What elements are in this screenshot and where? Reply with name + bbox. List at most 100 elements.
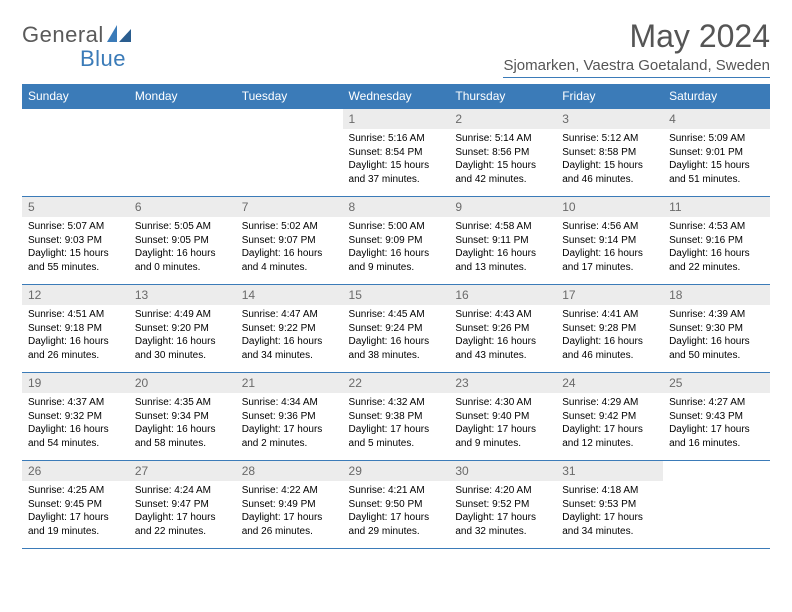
day-number: 11 bbox=[663, 197, 770, 217]
calendar-day-cell: 6Sunrise: 5:05 AMSunset: 9:05 PMDaylight… bbox=[129, 197, 236, 285]
day-info: Sunrise: 5:16 AMSunset: 8:54 PMDaylight:… bbox=[343, 129, 450, 190]
weekday-header: Tuesday bbox=[236, 84, 343, 109]
day-info: Sunrise: 4:25 AMSunset: 9:45 PMDaylight:… bbox=[22, 481, 129, 542]
day-info: Sunrise: 5:14 AMSunset: 8:56 PMDaylight:… bbox=[449, 129, 556, 190]
calendar-day-cell: 25Sunrise: 4:27 AMSunset: 9:43 PMDayligh… bbox=[663, 373, 770, 461]
logo-text-blue: Blue bbox=[80, 46, 126, 72]
day-number: 23 bbox=[449, 373, 556, 393]
day-info: Sunrise: 4:45 AMSunset: 9:24 PMDaylight:… bbox=[343, 305, 450, 366]
calendar-day-cell: 23Sunrise: 4:30 AMSunset: 9:40 PMDayligh… bbox=[449, 373, 556, 461]
calendar-day-cell: 31Sunrise: 4:18 AMSunset: 9:53 PMDayligh… bbox=[556, 461, 663, 549]
month-title: May 2024 bbox=[503, 18, 770, 55]
weekday-header-row: Sunday Monday Tuesday Wednesday Thursday… bbox=[22, 84, 770, 109]
day-info: Sunrise: 4:49 AMSunset: 9:20 PMDaylight:… bbox=[129, 305, 236, 366]
calendar-empty-cell bbox=[663, 461, 770, 549]
logo-sail-icon bbox=[107, 24, 133, 42]
day-number: 19 bbox=[22, 373, 129, 393]
weekday-header: Saturday bbox=[663, 84, 770, 109]
calendar-day-cell: 5Sunrise: 5:07 AMSunset: 9:03 PMDaylight… bbox=[22, 197, 129, 285]
day-number: 16 bbox=[449, 285, 556, 305]
day-number: 10 bbox=[556, 197, 663, 217]
calendar-day-cell: 8Sunrise: 5:00 AMSunset: 9:09 PMDaylight… bbox=[343, 197, 450, 285]
calendar-day-cell: 19Sunrise: 4:37 AMSunset: 9:32 PMDayligh… bbox=[22, 373, 129, 461]
day-info: Sunrise: 4:43 AMSunset: 9:26 PMDaylight:… bbox=[449, 305, 556, 366]
calendar-day-cell: 13Sunrise: 4:49 AMSunset: 9:20 PMDayligh… bbox=[129, 285, 236, 373]
day-info: Sunrise: 4:47 AMSunset: 9:22 PMDaylight:… bbox=[236, 305, 343, 366]
day-info: Sunrise: 4:56 AMSunset: 9:14 PMDaylight:… bbox=[556, 217, 663, 278]
calendar-day-cell: 29Sunrise: 4:21 AMSunset: 9:50 PMDayligh… bbox=[343, 461, 450, 549]
calendar-day-cell: 17Sunrise: 4:41 AMSunset: 9:28 PMDayligh… bbox=[556, 285, 663, 373]
calendar-day-cell: 27Sunrise: 4:24 AMSunset: 9:47 PMDayligh… bbox=[129, 461, 236, 549]
calendar-day-cell: 28Sunrise: 4:22 AMSunset: 9:49 PMDayligh… bbox=[236, 461, 343, 549]
location-text: Sjomarken, Vaestra Goetaland, Sweden bbox=[503, 57, 770, 78]
calendar-table: Sunday Monday Tuesday Wednesday Thursday… bbox=[22, 84, 770, 549]
day-number: 27 bbox=[129, 461, 236, 481]
calendar-week-row: 1Sunrise: 5:16 AMSunset: 8:54 PMDaylight… bbox=[22, 109, 770, 197]
day-number: 15 bbox=[343, 285, 450, 305]
weekday-header: Friday bbox=[556, 84, 663, 109]
calendar-day-cell: 12Sunrise: 4:51 AMSunset: 9:18 PMDayligh… bbox=[22, 285, 129, 373]
weekday-header: Monday bbox=[129, 84, 236, 109]
calendar-week-row: 12Sunrise: 4:51 AMSunset: 9:18 PMDayligh… bbox=[22, 285, 770, 373]
day-info: Sunrise: 4:30 AMSunset: 9:40 PMDaylight:… bbox=[449, 393, 556, 454]
day-info: Sunrise: 5:00 AMSunset: 9:09 PMDaylight:… bbox=[343, 217, 450, 278]
day-number: 14 bbox=[236, 285, 343, 305]
day-info: Sunrise: 5:02 AMSunset: 9:07 PMDaylight:… bbox=[236, 217, 343, 278]
day-number: 4 bbox=[663, 109, 770, 129]
calendar-day-cell: 10Sunrise: 4:56 AMSunset: 9:14 PMDayligh… bbox=[556, 197, 663, 285]
calendar-day-cell: 18Sunrise: 4:39 AMSunset: 9:30 PMDayligh… bbox=[663, 285, 770, 373]
logo: GeneralBlue bbox=[22, 18, 142, 72]
day-info: Sunrise: 4:35 AMSunset: 9:34 PMDaylight:… bbox=[129, 393, 236, 454]
day-number: 31 bbox=[556, 461, 663, 481]
calendar-day-cell: 16Sunrise: 4:43 AMSunset: 9:26 PMDayligh… bbox=[449, 285, 556, 373]
calendar-week-row: 26Sunrise: 4:25 AMSunset: 9:45 PMDayligh… bbox=[22, 461, 770, 549]
day-number: 25 bbox=[663, 373, 770, 393]
day-info: Sunrise: 4:37 AMSunset: 9:32 PMDaylight:… bbox=[22, 393, 129, 454]
day-info: Sunrise: 5:09 AMSunset: 9:01 PMDaylight:… bbox=[663, 129, 770, 190]
day-number: 21 bbox=[236, 373, 343, 393]
calendar-day-cell: 3Sunrise: 5:12 AMSunset: 8:58 PMDaylight… bbox=[556, 109, 663, 197]
calendar-day-cell: 15Sunrise: 4:45 AMSunset: 9:24 PMDayligh… bbox=[343, 285, 450, 373]
calendar-day-cell: 26Sunrise: 4:25 AMSunset: 9:45 PMDayligh… bbox=[22, 461, 129, 549]
day-number: 26 bbox=[22, 461, 129, 481]
day-info: Sunrise: 5:05 AMSunset: 9:05 PMDaylight:… bbox=[129, 217, 236, 278]
day-info: Sunrise: 4:53 AMSunset: 9:16 PMDaylight:… bbox=[663, 217, 770, 278]
day-info: Sunrise: 4:41 AMSunset: 9:28 PMDaylight:… bbox=[556, 305, 663, 366]
day-number: 17 bbox=[556, 285, 663, 305]
calendar-week-row: 19Sunrise: 4:37 AMSunset: 9:32 PMDayligh… bbox=[22, 373, 770, 461]
day-number: 12 bbox=[22, 285, 129, 305]
day-number: 2 bbox=[449, 109, 556, 129]
day-info: Sunrise: 4:20 AMSunset: 9:52 PMDaylight:… bbox=[449, 481, 556, 542]
day-info: Sunrise: 5:07 AMSunset: 9:03 PMDaylight:… bbox=[22, 217, 129, 278]
calendar-day-cell: 22Sunrise: 4:32 AMSunset: 9:38 PMDayligh… bbox=[343, 373, 450, 461]
day-number: 5 bbox=[22, 197, 129, 217]
day-info: Sunrise: 4:22 AMSunset: 9:49 PMDaylight:… bbox=[236, 481, 343, 542]
calendar-empty-cell bbox=[236, 109, 343, 197]
calendar-day-cell: 11Sunrise: 4:53 AMSunset: 9:16 PMDayligh… bbox=[663, 197, 770, 285]
day-number: 24 bbox=[556, 373, 663, 393]
day-number: 1 bbox=[343, 109, 450, 129]
calendar-day-cell: 14Sunrise: 4:47 AMSunset: 9:22 PMDayligh… bbox=[236, 285, 343, 373]
weekday-header: Wednesday bbox=[343, 84, 450, 109]
calendar-week-row: 5Sunrise: 5:07 AMSunset: 9:03 PMDaylight… bbox=[22, 197, 770, 285]
day-info: Sunrise: 4:32 AMSunset: 9:38 PMDaylight:… bbox=[343, 393, 450, 454]
calendar-day-cell: 24Sunrise: 4:29 AMSunset: 9:42 PMDayligh… bbox=[556, 373, 663, 461]
day-number: 7 bbox=[236, 197, 343, 217]
calendar-day-cell: 30Sunrise: 4:20 AMSunset: 9:52 PMDayligh… bbox=[449, 461, 556, 549]
title-block: May 2024 Sjomarken, Vaestra Goetaland, S… bbox=[503, 18, 770, 78]
day-info: Sunrise: 4:58 AMSunset: 9:11 PMDaylight:… bbox=[449, 217, 556, 278]
calendar-day-cell: 7Sunrise: 5:02 AMSunset: 9:07 PMDaylight… bbox=[236, 197, 343, 285]
weekday-header: Thursday bbox=[449, 84, 556, 109]
day-number: 29 bbox=[343, 461, 450, 481]
day-info: Sunrise: 5:12 AMSunset: 8:58 PMDaylight:… bbox=[556, 129, 663, 190]
day-number: 6 bbox=[129, 197, 236, 217]
day-number: 13 bbox=[129, 285, 236, 305]
day-number: 3 bbox=[556, 109, 663, 129]
day-info: Sunrise: 4:34 AMSunset: 9:36 PMDaylight:… bbox=[236, 393, 343, 454]
logo-text-general: General bbox=[22, 22, 104, 48]
day-info: Sunrise: 4:39 AMSunset: 9:30 PMDaylight:… bbox=[663, 305, 770, 366]
day-info: Sunrise: 4:51 AMSunset: 9:18 PMDaylight:… bbox=[22, 305, 129, 366]
day-number: 9 bbox=[449, 197, 556, 217]
day-info: Sunrise: 4:21 AMSunset: 9:50 PMDaylight:… bbox=[343, 481, 450, 542]
day-number: 20 bbox=[129, 373, 236, 393]
